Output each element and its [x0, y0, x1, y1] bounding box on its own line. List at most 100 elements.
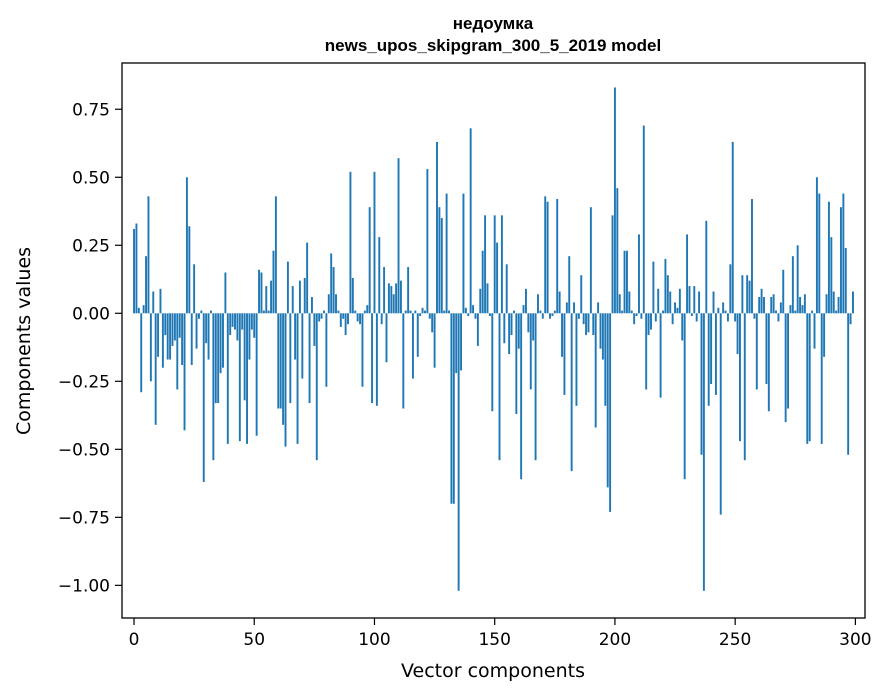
bar-component-196: [604, 313, 607, 406]
bar-component-116: [411, 313, 414, 379]
bar-component-107: [390, 286, 393, 314]
bar-component-33: [212, 313, 215, 461]
bar-component-112: [402, 313, 405, 409]
bar-component-279: [803, 294, 806, 314]
bar-component-249: [731, 141, 734, 314]
bar-component-98: [368, 207, 371, 314]
bar-component-55: [265, 286, 268, 314]
bar-component-251: [736, 313, 739, 355]
bar-component-31: [207, 313, 210, 360]
bar-component-253: [741, 275, 744, 314]
bar-component-282: [811, 310, 814, 314]
bar-component-131: [448, 310, 450, 314]
bar-component-166: [532, 313, 535, 341]
y-tick-label: −1.00: [58, 576, 110, 596]
bar-component-155: [505, 264, 508, 314]
bar-component-241: [712, 291, 715, 314]
bar-component-46: [243, 313, 246, 401]
bar-component-132: [450, 313, 453, 504]
bar-component-240: [710, 313, 713, 385]
bar-component-199: [611, 215, 614, 314]
bar-component-15: [169, 313, 172, 360]
bar-component-90: [349, 171, 352, 314]
bar-component-11: [159, 288, 162, 314]
bar-component-97: [366, 305, 369, 314]
bar-component-48: [248, 313, 251, 360]
bar-component-82: [330, 253, 333, 314]
bar-component-169: [539, 310, 542, 314]
bar-component-179: [563, 313, 566, 395]
bar-component-229: [683, 313, 686, 480]
bar-component-170: [541, 313, 544, 319]
bar-component-237: [702, 313, 705, 591]
bar-component-290: [830, 237, 833, 314]
bar-component-94: [359, 313, 362, 325]
bar-component-234: [695, 313, 698, 322]
bar-component-188: [585, 313, 588, 336]
bar-component-164: [527, 313, 530, 333]
bar-component-67: [294, 313, 297, 360]
bar-component-81: [327, 294, 330, 314]
x-tick-label: 150: [478, 630, 510, 650]
bar-component-61: [279, 313, 282, 409]
bar-component-208: [633, 313, 636, 325]
bar-component-83: [332, 267, 335, 314]
bar-component-37: [222, 313, 224, 368]
bar-component-69: [298, 280, 301, 314]
bar-component-184: [575, 313, 578, 406]
bar-component-141: [472, 305, 475, 314]
x-axis-label: Vector components: [401, 660, 585, 682]
bar-component-281: [808, 313, 811, 442]
bar-component-271: [784, 313, 787, 423]
bar-component-173: [549, 313, 551, 319]
bar-component-224: [671, 313, 674, 325]
bar-component-273: [789, 305, 792, 314]
bar-component-197: [606, 313, 609, 488]
bar-component-225: [674, 302, 676, 314]
bar-component-148: [488, 313, 491, 317]
x-tick-label: 0: [129, 630, 140, 650]
bar-component-106: [387, 283, 390, 314]
bar-component-216: [652, 261, 655, 314]
bar-component-264: [767, 313, 770, 412]
bar-component-64: [286, 261, 289, 314]
bar-component-126: [436, 141, 438, 314]
bar-component-96: [363, 310, 366, 314]
bar-component-44: [238, 313, 241, 442]
bar-component-120: [421, 307, 424, 314]
bar-component-161: [520, 313, 523, 480]
bar-component-261: [760, 288, 763, 314]
bar-component-114: [407, 267, 410, 314]
bar-component-10: [157, 313, 160, 357]
bar-component-100: [373, 171, 376, 314]
bar-component-41: [231, 313, 234, 327]
bar-component-0: [133, 228, 135, 314]
bar-component-176: [556, 199, 559, 314]
bar-component-195: [601, 313, 604, 360]
bar-component-22: [185, 177, 188, 314]
bar-component-88: [344, 313, 347, 336]
bar-component-232: [690, 313, 693, 317]
bar-component-165: [529, 313, 532, 390]
bar-component-171: [544, 196, 547, 314]
bar-component-20: [181, 313, 184, 365]
bar-component-93: [356, 313, 359, 322]
bar-component-136: [460, 313, 462, 371]
bar-component-118: [416, 313, 419, 357]
bar-component-181: [568, 256, 571, 314]
bar-component-60: [277, 313, 280, 409]
chart-title-line1: недоумка: [453, 14, 534, 33]
bar-component-124: [431, 313, 434, 333]
bar-component-45: [241, 313, 244, 330]
bar-component-211: [640, 313, 643, 319]
bar-component-292: [835, 310, 838, 314]
bar-component-110: [397, 158, 400, 314]
bar-component-272: [787, 313, 790, 409]
bar-component-174: [551, 313, 554, 317]
bar-component-12: [161, 313, 164, 368]
bar-component-283: [813, 313, 816, 349]
bar-component-80: [325, 313, 328, 387]
bar-component-217: [654, 313, 657, 322]
bar-component-160: [517, 313, 520, 349]
bar-component-139: [467, 313, 470, 317]
